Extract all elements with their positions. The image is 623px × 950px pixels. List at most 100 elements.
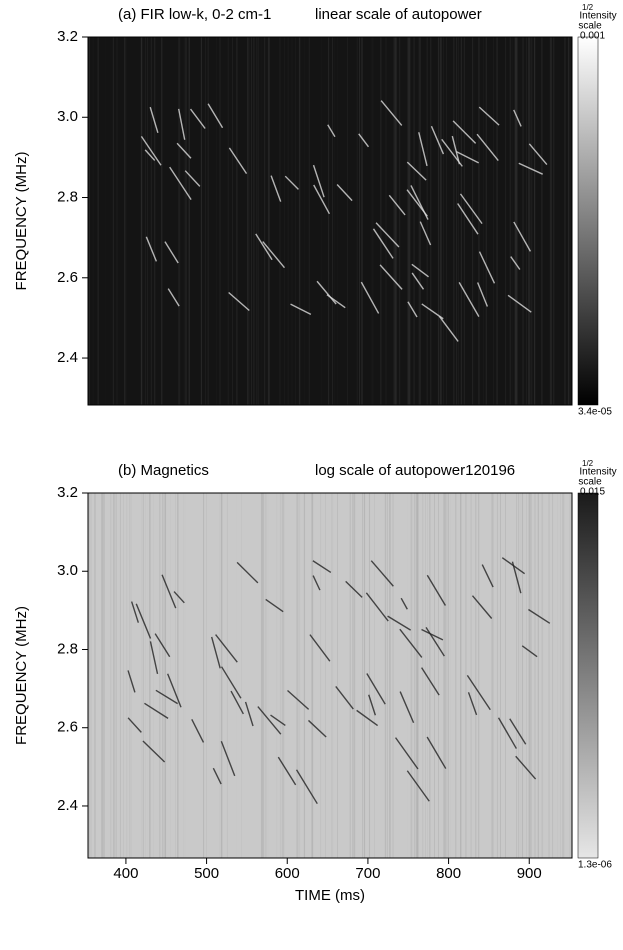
plot-area: [88, 493, 572, 858]
x-tick-label: 400: [113, 865, 138, 882]
texture: [528, 143, 548, 165]
texture: [370, 560, 394, 587]
texture: [290, 303, 312, 315]
texture: [142, 740, 166, 763]
colorbar-max-label: 0.015: [580, 487, 605, 498]
plot-frame: [87, 492, 573, 859]
texture: [270, 175, 282, 202]
texture: [244, 701, 254, 727]
texture: [426, 736, 447, 769]
colorbar-label: Intensity: [579, 467, 616, 478]
texture: [149, 641, 159, 674]
y-tick-label: 3.2: [57, 484, 78, 501]
x-tick-label: 600: [275, 865, 300, 882]
y-tick-label: 2.4: [57, 349, 78, 366]
texture: [236, 561, 259, 584]
texture: [510, 256, 521, 270]
texture: [380, 100, 403, 126]
texture: [210, 636, 221, 669]
colorbar-label: scale: [578, 21, 602, 32]
texture: [155, 689, 178, 705]
texture: [426, 574, 447, 606]
texture: [262, 241, 286, 269]
texture: [215, 634, 238, 663]
y-tick-label: 3.0: [57, 562, 78, 579]
texture: [176, 142, 192, 159]
x-axis-label: TIME (ms): [295, 887, 365, 904]
texture: [358, 133, 370, 148]
texture: [312, 164, 325, 198]
texture: [518, 162, 543, 175]
texture: [387, 615, 412, 631]
x-tick-label: 800: [436, 865, 461, 882]
texture: [149, 106, 159, 134]
plot-area: [88, 37, 572, 405]
texture: [478, 106, 500, 126]
texture: [309, 634, 331, 662]
x-tick-label: 500: [194, 865, 219, 882]
texture: [411, 263, 429, 278]
texture: [457, 203, 479, 235]
texture: [207, 103, 224, 129]
texture: [406, 161, 427, 181]
chart-title: (b) Magnetics: [118, 462, 209, 479]
texture: [521, 645, 538, 658]
texture: [265, 598, 284, 613]
texture: [177, 108, 186, 140]
texture: [528, 608, 551, 624]
texture: [191, 718, 205, 743]
colorbar-min-label: 1.3e-06: [578, 860, 612, 871]
texture: [164, 241, 179, 264]
texture: [184, 170, 201, 187]
texture: [189, 108, 206, 129]
y-tick-label: 3.0: [57, 108, 78, 125]
texture: [360, 281, 380, 314]
texture: [154, 633, 171, 658]
y-axis-label: FREQUENCY (MHz): [13, 152, 30, 291]
texture: [368, 694, 377, 716]
texture: [452, 120, 477, 144]
texture: [220, 666, 242, 699]
texture: [356, 709, 379, 727]
texture: [316, 280, 337, 305]
texture: [230, 690, 244, 715]
texture: [459, 193, 483, 225]
texture: [327, 124, 336, 138]
texture: [425, 626, 445, 657]
texture: [335, 686, 354, 710]
texture: [513, 221, 532, 252]
texture: [127, 717, 142, 733]
texture: [169, 166, 192, 201]
y-tick-label: 2.6: [57, 719, 78, 736]
texture: [145, 236, 158, 262]
texture: [410, 185, 429, 220]
texture: [130, 601, 140, 623]
texture: [467, 692, 478, 716]
texture: [167, 288, 180, 307]
texture: [421, 667, 440, 696]
texture: [284, 175, 299, 190]
texture: [406, 770, 430, 802]
texture: [326, 294, 346, 309]
texture: [255, 233, 273, 261]
texture: [307, 719, 327, 738]
texture: [173, 591, 185, 604]
texture: [257, 706, 282, 735]
chart-subtitle: log scale of autopower120196: [315, 462, 515, 479]
chart-subtitle: linear scale of autopower: [315, 6, 482, 23]
texture: [441, 138, 463, 167]
texture: [212, 767, 222, 785]
texture: [394, 737, 419, 770]
texture: [220, 740, 236, 777]
texture: [481, 564, 494, 588]
colorbar-exponent: 1/2: [582, 3, 594, 12]
texture: [375, 222, 400, 248]
texture: [419, 221, 432, 246]
texture: [458, 282, 480, 317]
texture: [366, 673, 386, 705]
texture: [295, 769, 318, 805]
colorbar: [577, 492, 599, 859]
texture: [312, 560, 332, 574]
plot-frame: [87, 36, 573, 406]
